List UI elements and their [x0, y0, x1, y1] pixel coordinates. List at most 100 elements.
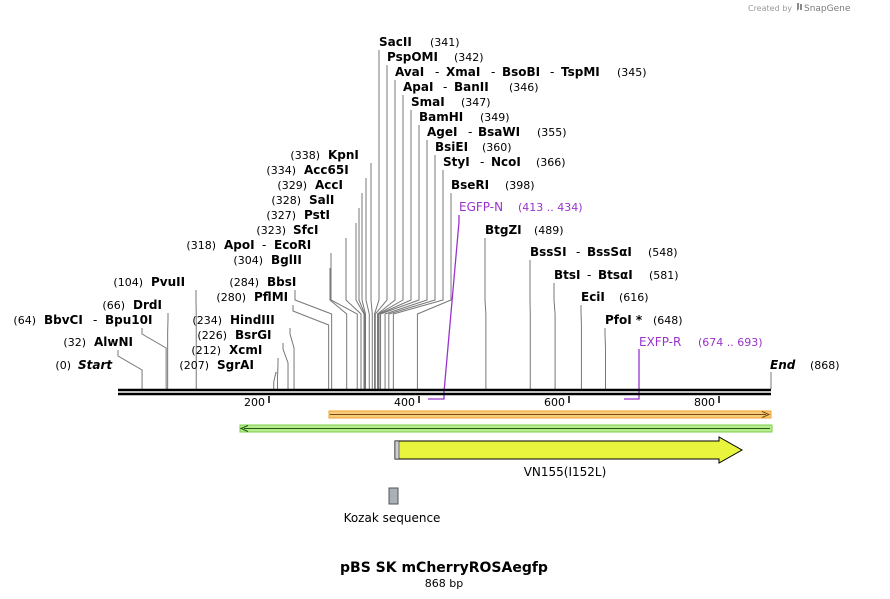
- site-position: (66): [102, 299, 125, 312]
- site-btsi-btsai[interactable]: BtsI - BtsαI (581): [554, 268, 679, 282]
- site-apai-banii[interactable]: ApaI - BanII (346): [403, 80, 539, 94]
- enzyme-name: EcoRI: [274, 238, 311, 252]
- site-connector-line: [330, 253, 358, 389]
- site-connector-line: [378, 110, 412, 389]
- enzyme-name: BsaWI: [478, 125, 520, 139]
- site-position: (304): [233, 254, 263, 267]
- site-position: (328): [271, 194, 301, 207]
- enzyme-separator: -: [262, 238, 266, 252]
- site-connector-line: [355, 223, 365, 389]
- site-hindiii[interactable]: (234) HindIII: [192, 313, 274, 327]
- site-position: (349): [480, 111, 510, 124]
- site-position: (212): [191, 344, 221, 357]
- site-sali[interactable]: (328) SalI: [271, 193, 334, 207]
- site-position: (207): [179, 359, 209, 372]
- site-xcmi[interactable]: (212) XcmI: [191, 343, 262, 357]
- site-pspomi[interactable]: PspOMI (342): [387, 50, 484, 64]
- site-sfci[interactable]: (323) SfcI: [256, 223, 318, 237]
- site-acci[interactable]: (329) AccI: [277, 178, 343, 192]
- site-position: (327): [266, 209, 296, 222]
- site-ecii[interactable]: EciI (616): [581, 290, 649, 304]
- tick-label: 200: [244, 396, 265, 409]
- feature-cds-vn155[interactable]: VN155(I152L): [394, 436, 744, 479]
- arrow-left-icon: [239, 425, 249, 432]
- kozak-box: [388, 487, 399, 505]
- enzyme-name: BssSαI: [587, 245, 632, 259]
- site-connector-line: [361, 193, 367, 389]
- enzyme-name: BglII: [271, 253, 302, 267]
- site-alwni[interactable]: (32) AlwNI: [63, 335, 133, 349]
- site-bsrgi[interactable]: (226) BsrGI: [197, 328, 271, 342]
- site-sacii[interactable]: SacII (341): [379, 35, 460, 49]
- enzyme-name: Bpu10I: [105, 313, 152, 327]
- site-connector-line: [365, 178, 370, 389]
- site-bbsi[interactable]: (284) BbsI: [229, 275, 296, 289]
- site-sgrai[interactable]: (207) SgrAI: [179, 358, 254, 372]
- site-connector-line: [117, 350, 143, 389]
- feature-bar-orange[interactable]: [328, 410, 772, 419]
- enzyme-name: ApaI: [403, 80, 433, 94]
- site-position: (345): [617, 66, 647, 79]
- site-position: (226): [197, 329, 227, 342]
- site-pfoi[interactable]: PfoI * (648): [605, 313, 683, 327]
- site-connector-line: [370, 163, 373, 389]
- enzyme-name: StyI: [443, 155, 470, 169]
- enzyme-name: SacII: [379, 35, 412, 49]
- site-btgzi[interactable]: BtgZI (489): [485, 223, 564, 237]
- enzyme-name: NcoI: [491, 155, 521, 169]
- enzyme-name: BssSI: [530, 245, 567, 259]
- enzyme-separator: -: [443, 80, 447, 94]
- site-bsssi-bsssai[interactable]: BssSI - BssSαI (548): [530, 245, 678, 259]
- site-styi-ncoi[interactable]: StyI - NcoI (366): [443, 155, 566, 169]
- scale-ticks: 200 400 600 800: [244, 396, 720, 409]
- site-acc65i[interactable]: (334) Acc65I: [266, 163, 348, 177]
- sequence-start: (0) Start: [55, 358, 113, 372]
- site-position: (323): [256, 224, 286, 237]
- site-bsiei[interactable]: BsiEI (360): [435, 140, 512, 154]
- enzyme-separator: -: [93, 313, 97, 327]
- site-position: (341): [430, 36, 460, 49]
- site-psti[interactable]: (327) PstI: [266, 208, 330, 222]
- site-bseri[interactable]: BseRI (398): [451, 178, 535, 192]
- site-kpni[interactable]: (338) KpnI: [290, 148, 359, 162]
- site-bamhi[interactable]: BamHI (349): [419, 110, 510, 124]
- site-apoi-ecori[interactable]: (318) ApoI - EcoRI: [186, 238, 311, 252]
- site-connector-line: [484, 238, 487, 389]
- site-position: (318): [186, 239, 216, 252]
- enzyme-separator: -: [435, 65, 439, 79]
- enzyme-name: BanII: [454, 80, 489, 94]
- feature-bar-green[interactable]: [239, 424, 773, 433]
- site-connector-line: [273, 371, 277, 389]
- primer-egfp-n[interactable]: EGFP-N (413 .. 434): [428, 200, 583, 400]
- enzyme-name: BbvCI: [44, 313, 83, 327]
- site-position: (280): [216, 291, 246, 304]
- enzyme-name: PspOMI: [387, 50, 438, 64]
- site-position: (360): [482, 141, 512, 154]
- feature-kozak[interactable]: Kozak sequence: [344, 487, 441, 525]
- enzyme-separator: -: [550, 65, 554, 79]
- site-bglii[interactable]: (304) BglII: [233, 253, 301, 267]
- site-connector-line: [553, 283, 556, 389]
- site-connector-line: [392, 170, 444, 389]
- enzyme-name: BbsI: [267, 275, 296, 289]
- site-bbvci-bpu10i[interactable]: (64) BbvCI - Bpu10I: [13, 313, 152, 327]
- site-connector-line: [141, 328, 167, 389]
- site-position: (329): [277, 179, 307, 192]
- site-smai[interactable]: SmaI (347): [411, 95, 491, 109]
- enzyme-name: XmaI: [446, 65, 480, 79]
- primer-exfp-r[interactable]: EXFP-R (674 .. 693): [624, 335, 763, 400]
- site-connector-line: [374, 50, 380, 389]
- site-pflmi[interactable]: (280) PflMI: [216, 290, 288, 304]
- site-position: (347): [461, 96, 491, 109]
- site-pvuii[interactable]: (104) PvuII: [113, 275, 185, 289]
- site-connector-line: [416, 193, 452, 389]
- site-agei-bsawi[interactable]: AgeI - BsaWI (355): [427, 125, 567, 139]
- site-avai-xmai-bsobi-tspmi[interactable]: AvaI - XmaI - BsoBI - TspMI (345): [395, 65, 647, 79]
- site-connector-line: [289, 328, 295, 389]
- end-label: End: [770, 358, 796, 372]
- site-drdi[interactable]: (66) DrdI: [102, 298, 162, 312]
- enzyme-name: DrdI: [133, 298, 162, 312]
- enzyme-name: AgeI: [427, 125, 457, 139]
- start-label: Start: [78, 358, 113, 372]
- enzyme-name: BamHI: [419, 110, 463, 124]
